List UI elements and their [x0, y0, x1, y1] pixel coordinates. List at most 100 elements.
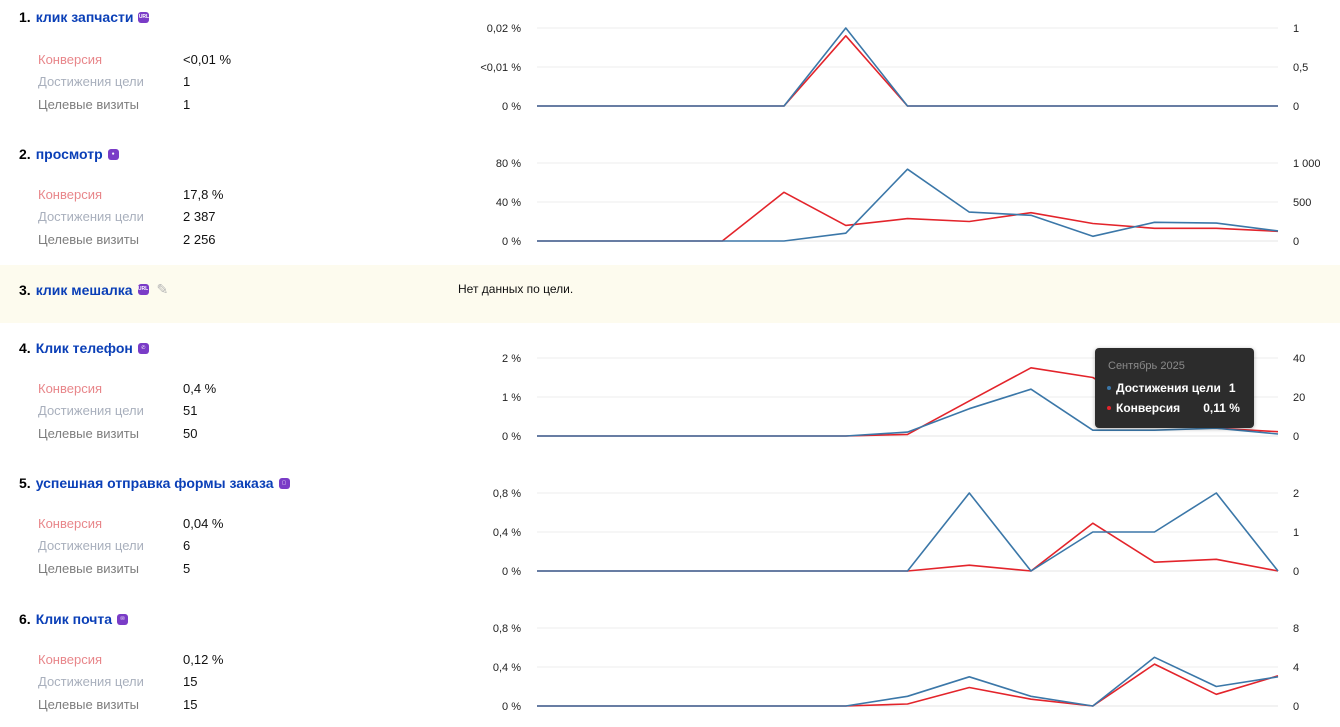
- visits-label: Целевые визиты: [38, 560, 140, 576]
- achievements-series-line: [537, 27, 1278, 107]
- goal-title-3: 3. клик мешалка URL ✎: [19, 281, 168, 298]
- goal-name-link[interactable]: клик запчасти: [35, 9, 134, 25]
- goal-name-link[interactable]: клик мешалка: [35, 281, 133, 298]
- chart-tooltip: Сентябрь 2025 Достижения цели 1 Конверси…: [1095, 348, 1254, 428]
- goal-title-4: 4. Клик телефон ✆: [19, 340, 149, 356]
- url-icon: URL: [137, 284, 149, 295]
- visits-value: 1: [183, 96, 191, 112]
- left-axis-tick: 1 %: [502, 392, 521, 404]
- goal-chart-5[interactable]: 0,8 % 2 0,4 % 1 0 % 0: [440, 465, 1320, 595]
- goal-number: 5.: [19, 475, 31, 491]
- visits-value: 5: [183, 560, 191, 576]
- right-axis-tick: 4: [1293, 662, 1299, 674]
- conversion-value: <0,01 %: [183, 51, 232, 67]
- conversion-series-line: [537, 522, 1279, 572]
- goal-metrics-6: Конверсия 0,12 % Достижения цели 15 Целевы…: [38, 648, 223, 716]
- right-axis-tick: 0: [1293, 236, 1299, 248]
- goal-row-5: 5. успешная отправка формы заказа ▢ Конв…: [0, 465, 1340, 595]
- achievements-value: 51: [183, 403, 198, 419]
- right-axis-tick: 0: [1293, 431, 1299, 443]
- visits-label: Целевые визиты: [38, 425, 140, 441]
- conversion-label: Конверсия: [38, 515, 103, 531]
- goal-row-4: 4. Клик телефон ✆ Конверсия 0,4 % Достиже…: [0, 330, 1340, 460]
- achievements-series-line: [537, 168, 1279, 242]
- achievements-value: 2 387: [183, 209, 216, 225]
- achievements-series-line: [537, 492, 1279, 572]
- goal-metrics-1: Конверсия <0,01 % Достижения цели 1 Целевы…: [38, 48, 231, 116]
- achievements-series-line: [537, 656, 1279, 707]
- left-axis-tick: 0 %: [502, 701, 521, 713]
- right-axis-tick: 0,5: [1293, 62, 1308, 74]
- conversion-series-line: [537, 191, 1279, 242]
- phone-icon: ✆: [137, 342, 149, 354]
- achievements-label: Достижения цели: [38, 74, 144, 90]
- goal-row-1: 1. клик запчасти URL Конверсия <0,01 % До…: [0, 0, 1340, 130]
- goal-row-6: 6. Клик почта ✉ Конверсия 0,12 % Достижен…: [0, 600, 1340, 727]
- right-axis-tick: 2: [1293, 488, 1299, 500]
- left-axis-tick: 0 %: [502, 236, 521, 248]
- conversion-series-line: [537, 663, 1279, 707]
- eye-icon: ●: [107, 148, 119, 160]
- goal-row-3: 3. клик мешалка URL ✎ Нет данных по цели…: [0, 265, 1340, 323]
- no-data-message: Нет данных по цели.: [458, 282, 574, 296]
- visits-value: 15: [183, 696, 198, 712]
- achievements-value: 6: [183, 538, 191, 554]
- right-axis-tick: 1: [1293, 23, 1299, 35]
- mail-icon: ✉: [117, 613, 129, 625]
- left-axis-tick: 80 %: [496, 158, 521, 170]
- goal-number: 6.: [19, 611, 31, 627]
- form-icon: ▢: [278, 477, 290, 489]
- goal-chart-1[interactable]: 0,02 % 1 <0,01 % 0,5 0 % 0: [440, 0, 1320, 130]
- achievements-label: Достижения цели: [38, 403, 144, 419]
- achievements-value: 15: [183, 674, 198, 690]
- visits-value: 50: [183, 425, 198, 441]
- conversion-label: Конверсия: [38, 380, 103, 396]
- goal-name-link[interactable]: Клик почта: [35, 611, 113, 627]
- goal-number: 3.: [19, 281, 31, 298]
- conversion-series-line: [537, 34, 1278, 107]
- right-axis-tick: 0: [1293, 101, 1299, 113]
- right-axis-tick: 0: [1293, 566, 1299, 578]
- tooltip-achievements-value: 1: [1228, 381, 1236, 395]
- tooltip-conversion-row: Конверсия 0,11 %: [1107, 401, 1240, 415]
- goal-title-5: 5. успешная отправка формы заказа ▢: [19, 475, 290, 491]
- series-marker-icon: [1107, 386, 1111, 390]
- goal-number: 2.: [19, 146, 31, 162]
- goal-title-1: 1. клик запчасти URL: [19, 9, 150, 25]
- goal-name-link[interactable]: просмотр: [35, 146, 103, 162]
- conversion-value: 0,12 %: [183, 651, 224, 667]
- goal-title-2: 2. просмотр ●: [19, 146, 119, 162]
- goal-chart-2[interactable]: 80 % 1 000 40 % 500 0 % 0: [440, 135, 1320, 265]
- goal-name-link[interactable]: успешная отправка формы заказа: [35, 475, 274, 491]
- url-icon: URL: [138, 11, 150, 23]
- left-axis-tick: 0,8 %: [493, 488, 521, 500]
- goal-metrics-4: Конверсия 0,4 % Достижения цели 51 Целевые…: [38, 377, 216, 445]
- left-axis-tick: <0,01 %: [480, 62, 521, 74]
- left-axis-tick: 0 %: [502, 101, 521, 113]
- left-axis-tick: 0,02 %: [487, 23, 521, 35]
- goal-metrics-5: Конверсия 0,04 % Достижения цели 6 Целевые…: [38, 512, 223, 580]
- achievements-label: Достижения цели: [38, 674, 144, 690]
- left-axis-tick: 0 %: [502, 566, 521, 578]
- tooltip-title: Сентябрь 2025: [1108, 360, 1185, 372]
- goal-row-2: 2. просмотр ● Конверсия 17,8 % Достижения…: [0, 135, 1340, 265]
- right-axis-tick: 20: [1293, 392, 1305, 404]
- visits-label: Целевые визиты: [38, 96, 140, 112]
- left-axis-tick: 40 %: [496, 197, 521, 209]
- goal-name-link[interactable]: Клик телефон: [35, 340, 133, 356]
- right-axis-tick: 8: [1293, 623, 1299, 635]
- left-axis-tick: 0,4 %: [493, 527, 521, 539]
- goal-title-6: 6. Клик почта ✉: [19, 611, 129, 627]
- tooltip-conversion-value: 0,11 %: [1203, 401, 1240, 415]
- conversion-value: 0,04 %: [183, 515, 224, 531]
- left-axis-tick: 0,8 %: [493, 623, 521, 635]
- series-marker-icon: [1107, 406, 1111, 410]
- goal-chart-6[interactable]: 0,8 % 8 0,4 % 4 0 % 0: [440, 600, 1320, 727]
- goal-number: 1.: [19, 9, 31, 25]
- right-axis-tick: 1: [1293, 527, 1299, 539]
- right-axis-tick: 500: [1293, 197, 1311, 209]
- achievements-value: 1: [183, 74, 191, 90]
- left-axis-tick: 2 %: [502, 353, 521, 365]
- edit-pencil-icon[interactable]: ✎: [156, 281, 169, 297]
- right-axis-tick: 0: [1293, 701, 1299, 713]
